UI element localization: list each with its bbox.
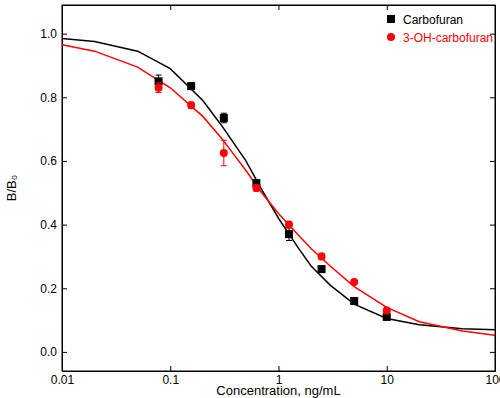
point [187,82,195,90]
tick-label: 0.0 [40,345,57,359]
tick-label: 0.2 [40,282,57,296]
tick: 10 [381,366,395,387]
tick-label: 10 [381,373,395,387]
tick: 0.8 [40,91,67,105]
axis-line [62,6,63,372]
error-bar [221,113,227,123]
error-bar [286,228,292,241]
error-bar [351,298,357,304]
point [285,230,293,238]
tick-mark [387,366,388,371]
legend-marker [387,33,395,41]
legend: Carbofuran 3-OH-carbofuran [387,13,493,45]
tick [490,288,495,289]
tick-label: 1.0 [40,27,57,41]
tick-mark [62,225,67,226]
fit-line [62,45,495,336]
error-bar [319,266,325,272]
point [285,221,293,229]
y-axis-right [490,6,496,372]
tick-mark [490,288,495,289]
x-axis-title: Concentration, ng/mL [216,383,340,398]
tick [387,5,388,10]
tick-label: 0.1 [162,373,179,387]
tick-mark [170,5,171,10]
tick-mark [62,352,67,353]
tick-label: 0.01 [51,373,75,387]
tick-mark [62,288,67,289]
point [220,114,228,122]
tick [170,5,171,10]
tick-mark [170,366,171,371]
series [155,83,391,315]
tick [490,225,495,226]
point [318,265,326,273]
tick-mark [62,97,67,98]
tick-label: 100 [485,373,500,387]
y-axis-title: B/B₀ [4,175,19,201]
fit-line [62,38,495,329]
tick [490,161,495,162]
error-bar [384,307,390,313]
axis-line [495,6,496,372]
legend-item: Carbofuran [387,13,463,27]
tick: 0.0 [40,345,67,359]
tick: 0.6 [40,154,67,168]
tick: 100 [485,366,500,387]
marks [62,38,495,335]
y-axis: 0.0 0.2 0.4 0.6 0.8 1.0 [40,6,67,372]
error-bar [286,221,292,227]
point [350,278,358,286]
tick-mark [279,5,280,10]
plot-frame [62,5,495,371]
legend-marker [387,15,395,23]
error-bar [384,314,390,320]
tick-mark [279,366,280,371]
tick-mark [387,5,388,10]
legend-item: 3-OH-carbofuran [387,31,493,45]
error-bar [221,140,227,165]
tick: 0.1 [162,366,179,387]
tick [279,5,280,10]
tick-label: 0.8 [40,91,57,105]
tick-mark [62,34,67,35]
point [155,84,163,92]
tick-mark [490,225,495,226]
error-bar [253,185,259,191]
point [220,149,228,157]
chart: 0.010.11101000.00.20.40.60.81.0Concentra… [0,0,500,398]
legend-label: Carbofuran [403,13,463,27]
tick-label: 0.6 [40,154,57,168]
tick: 0.2 [40,282,67,296]
point [318,252,326,260]
error-bar [319,253,325,259]
point [187,101,195,109]
legend-label: 3-OH-carbofuran [403,31,493,45]
error-bar [188,83,194,89]
point [383,307,391,315]
tick-mark [490,161,495,162]
tick-mark [62,161,67,162]
tick [490,352,495,353]
tick: 0.4 [40,218,67,232]
tick-mark [490,97,495,98]
error-bar [188,102,194,108]
series [155,75,391,321]
error-bar [156,83,162,93]
x-axis-top [63,5,496,10]
tick [490,97,495,98]
point [350,297,358,305]
point [252,184,260,192]
tick-mark [490,352,495,353]
tick-label: 0.4 [40,218,57,232]
